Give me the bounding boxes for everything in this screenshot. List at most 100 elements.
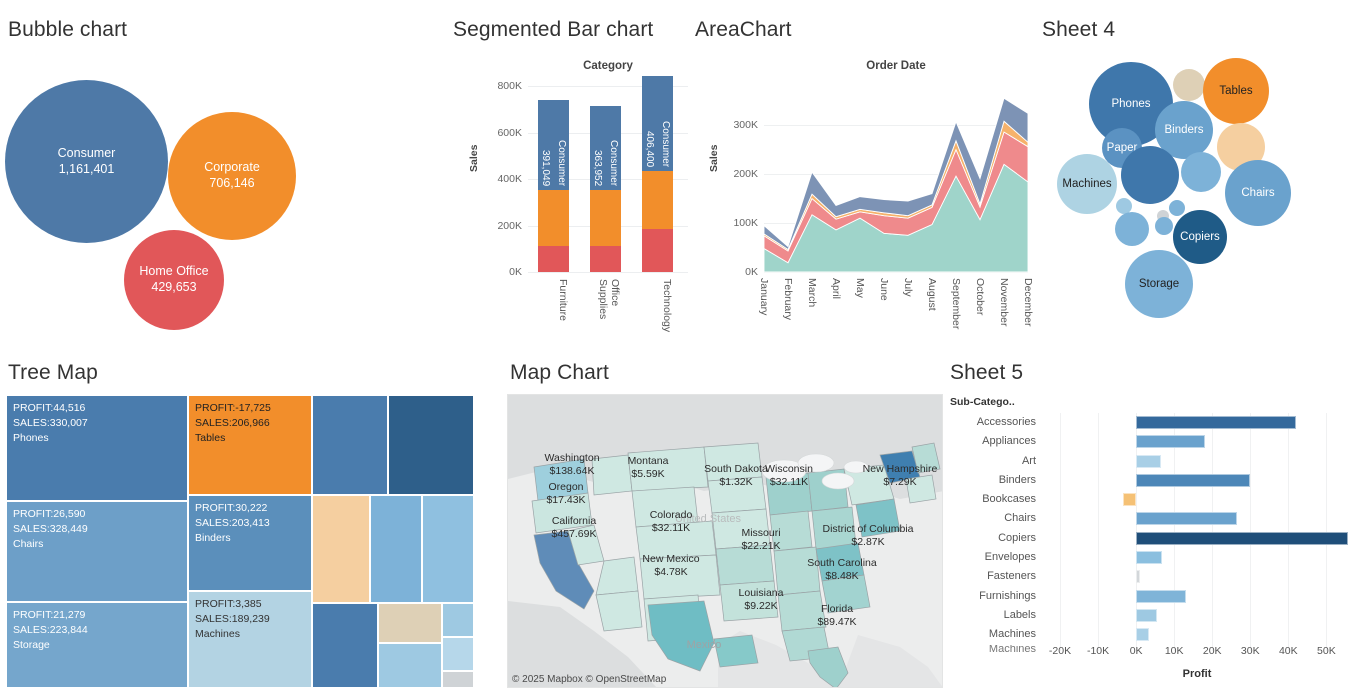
map-state-new-hampshire[interactable]: New Hampshire $7.29K (863, 463, 938, 489)
sheet5-row[interactable]: Accessories (945, 413, 1358, 432)
map-state-name: Missouri (741, 527, 781, 539)
sheet5-bar-art[interactable] (1136, 454, 1161, 468)
sheet5-bar-labels[interactable] (1136, 608, 1158, 622)
sheet5-row[interactable]: Machines (945, 625, 1358, 644)
tree-map-tile-storage[interactable]: PROFIT:21,279 SALES:223,844 Storage (6, 602, 188, 688)
sheet5-bar-accessories[interactable] (1136, 416, 1296, 429)
tree-map-tile-unlabeled-2[interactable] (312, 495, 370, 603)
stacked-bar[interactable]: Consumer 363,952 Office Supplies (590, 105, 621, 319)
packed-bubble-label: Tables (1219, 85, 1253, 97)
packed-bubble-unlabeled-8[interactable] (1181, 152, 1221, 192)
sheet5-bar-binders[interactable] (1136, 473, 1251, 487)
bubble-value: 429,653 (151, 280, 197, 294)
packed-bubble-unlabeled-14[interactable] (1155, 217, 1173, 235)
sheet5-bar-furnishings[interactable] (1136, 589, 1186, 603)
map-state-montana[interactable]: Montana $5.59K (628, 455, 669, 481)
map-state-new-mexico[interactable]: New Mexico $4.78K (642, 553, 699, 579)
packed-bubble-unlabeled-10[interactable] (1116, 198, 1132, 214)
sheet5-row[interactable]: Appliances (945, 432, 1358, 451)
sheet5-row[interactable]: Art (945, 452, 1358, 471)
packed-bubble-tables[interactable]: Tables (1203, 58, 1269, 124)
packed-bubble-chairs[interactable]: Chairs (1225, 160, 1291, 226)
tree-map-tile-label: Machines (195, 627, 240, 640)
map-state-south-dakota[interactable]: South Dakota $1.32K (704, 463, 768, 489)
tree-map-tile-unlabeled-8[interactable] (442, 603, 474, 637)
bar-segment-consumer[interactable]: Consumer 391,049 (538, 99, 569, 191)
packed-bubble-unlabeled-11[interactable] (1169, 200, 1185, 216)
area-chart-plot: 0K 100K 200K 300K January February March April M… (733, 86, 1034, 329)
bar-segment-home-office[interactable] (538, 246, 569, 272)
tree-map-tile-unlabeled-9[interactable] (442, 637, 474, 671)
tree-map-tile-tables[interactable]: PROFIT:-17,725 SALES:206,966 Tables (188, 395, 312, 495)
tree-map-tile-unlabeled-7[interactable] (378, 643, 442, 688)
tree-map-tile-unlabeled-0[interactable] (312, 395, 388, 495)
map-state-california[interactable]: California $457.69K (552, 515, 597, 541)
map-state-washington[interactable]: Washington $138.64K (544, 452, 599, 478)
map-state-value: $22.21K (741, 540, 781, 553)
sheet5-bar-appliances[interactable] (1136, 435, 1205, 449)
tree-map-tile-unlabeled-10[interactable] (442, 671, 474, 688)
segment-series-label: Consumer (556, 140, 567, 187)
bar-segment-corporate[interactable] (590, 190, 621, 247)
sheet5-bar-copiers[interactable] (1136, 531, 1348, 545)
sheet5-row[interactable]: Envelopes (945, 548, 1358, 567)
stacked-bar[interactable]: Consumer 391,049 Furniture (538, 99, 569, 321)
sheet5-bar-fasteners[interactable] (1136, 570, 1140, 584)
map-state-value: $5.59K (631, 468, 665, 481)
packed-bubble-unlabeled-1[interactable] (1173, 69, 1205, 101)
tree-map-tile-unlabeled-4[interactable] (422, 495, 474, 603)
map-state-south-carolina[interactable]: South Carolina $8.48K (807, 557, 876, 583)
sheet5-row-label: Art (1021, 454, 1036, 467)
packed-bubble-copiers[interactable]: Copiers (1173, 210, 1227, 264)
map-state-colorado[interactable]: Colorado $32.11K (650, 509, 693, 535)
bar-segment-consumer[interactable]: Consumer 363,952 (590, 105, 621, 191)
packed-bubble-unlabeled-13[interactable] (1115, 212, 1149, 246)
bubble-corporate[interactable]: Corporate 706,146 (168, 112, 296, 240)
packed-bubble-storage[interactable]: Storage (1125, 250, 1193, 318)
segment-series-label: Consumer (660, 120, 671, 167)
bar-segment-corporate[interactable] (538, 190, 569, 247)
tree-map-tile-phones[interactable]: PROFIT:44,516 SALES:330,007 Phones (6, 395, 188, 501)
map-state-wisconsin[interactable]: Wisconsin $32.11K (765, 463, 813, 489)
sheet5-bar-bookcases[interactable] (1122, 493, 1137, 507)
sheet5-bar-machines[interactable] (1136, 628, 1150, 642)
bar-segment-home-office[interactable] (590, 246, 621, 272)
stacked-bar[interactable]: Consumer 406,400 Technology (642, 76, 673, 332)
packed-bubble-machines[interactable]: Machines (1057, 154, 1117, 214)
tree-map-tile-unlabeled-1[interactable] (388, 395, 474, 495)
sheet5-row[interactable]: Chairs (945, 509, 1358, 528)
sheet5-row[interactable]: Copiers (945, 529, 1358, 548)
bar-segment-corporate[interactable] (642, 170, 673, 229)
map-state-louisiana[interactable]: Louisiana $9.22K (739, 587, 784, 613)
tree-map-tile-binders[interactable]: PROFIT:30,222 SALES:203,413 Binders (188, 495, 312, 591)
bubble-chart-title: Bubble chart (8, 18, 128, 41)
sheet5-bar-chairs[interactable] (1136, 512, 1237, 526)
y-axis-tick: 300K (733, 119, 758, 132)
map-state-oregon[interactable]: Oregon $17.43K (546, 481, 585, 507)
tree-map-tile-unlabeled-6[interactable] (378, 603, 442, 643)
sheet5-row[interactable]: Bookcases (945, 490, 1358, 509)
sheet5-x-axis-tick: 50K (1317, 645, 1336, 657)
sheet5-x-axis-tick: 40K (1278, 645, 1298, 657)
map-state-name: Oregon (548, 481, 584, 493)
sheet5-row[interactable]: Labels (945, 606, 1358, 625)
map-viewport[interactable]: United States Mexico Washington $138.64K O… (507, 394, 943, 688)
tree-map-tile-machines[interactable]: PROFIT:3,385 SALES:189,239 Machines (188, 591, 312, 688)
map-state-florida[interactable]: Florida $89.47K (817, 603, 856, 629)
sheet5-row[interactable]: Furnishings (945, 587, 1358, 606)
map-state-district-of-columbia[interactable]: District of Columbia $2.87K (822, 523, 913, 549)
sheet5-row[interactable]: Binders (945, 471, 1358, 490)
tree-map-tile-unlabeled-3[interactable] (370, 495, 422, 603)
bar-segment-home-office[interactable] (642, 229, 673, 272)
bubble-consumer[interactable]: Consumer 1,161,401 (5, 80, 168, 243)
bar-segment-consumer[interactable]: Consumer 406,400 (642, 76, 673, 171)
bubble-home-office[interactable]: Home Office 429,653 (124, 230, 224, 330)
sheet5-row[interactable]: Fasteners (945, 567, 1358, 586)
tree-map-tile-chairs[interactable]: PROFIT:26,590 SALES:328,449 Chairs (6, 501, 188, 602)
sheet5-row-label: Bookcases (982, 493, 1036, 506)
sheet5-bar-envelopes[interactable] (1136, 551, 1163, 565)
map-state-value: $7.29K (883, 476, 917, 489)
packed-bubble-unlabeled-7[interactable] (1121, 146, 1179, 204)
map-state-missouri[interactable]: Missouri $22.21K (741, 527, 780, 553)
tree-map-tile-unlabeled-5[interactable] (312, 603, 378, 688)
